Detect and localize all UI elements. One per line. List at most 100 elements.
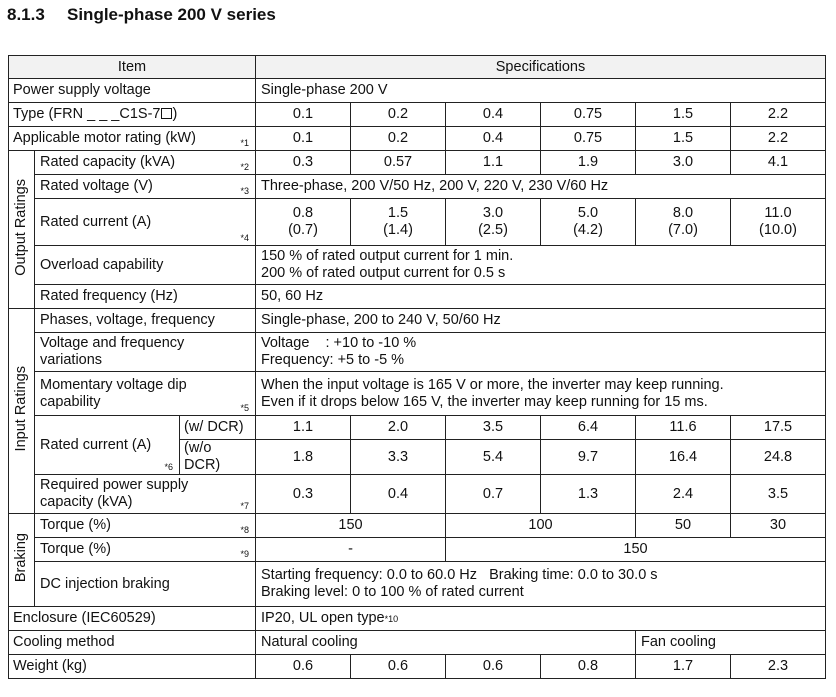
- row-value: 50, 60 Hz: [255, 284, 826, 309]
- row-value: When the input voltage is 165 V or more,…: [255, 371, 826, 416]
- text-line: variations: [40, 352, 103, 368]
- row-value: Fan cooling: [635, 630, 826, 655]
- spec-table: Item Specifications Power supply voltage…: [8, 55, 826, 679]
- table-cell: 1.1: [445, 150, 541, 175]
- text-line: Required power supply: [40, 477, 189, 493]
- table-row: Power supply voltage Single-phase 200 V: [8, 78, 826, 103]
- footnote-marker: *9: [240, 549, 249, 559]
- table-header-row: Item Specifications: [8, 55, 826, 79]
- table-cell: 5.0 (4.2): [540, 198, 636, 246]
- row-label: Enclosure (IEC60529): [8, 606, 256, 631]
- row-label: Weight (kg): [8, 654, 256, 679]
- table-cell: 0.3: [255, 474, 351, 514]
- current-value-alt: (10.0): [759, 222, 797, 238]
- table-row: Momentary voltage dip capability *5 When t…: [9, 371, 826, 416]
- table-row: Type (FRN _ _ _C1S-7) 0.1 0.2 0.4 0.75 1…: [8, 102, 826, 127]
- table-cell: 11.0 (10.0): [730, 198, 826, 246]
- row-label: Torque (%) *8: [34, 513, 256, 538]
- current-value: 1.5: [387, 205, 409, 221]
- table-row: Rated current (A) *6 (w/ DCR) 1.1 2.0 3.5…: [9, 415, 826, 475]
- table-cell: 0.75: [540, 102, 636, 127]
- section-number: 8.1.3: [7, 5, 45, 24]
- table-cell: 1.5: [635, 126, 731, 151]
- row-label: Torque (%) *9: [34, 537, 256, 562]
- table-cell: 3.0: [635, 150, 731, 175]
- table-cell: 17.5: [730, 415, 826, 440]
- row-label: Rated current (A) *4: [34, 198, 256, 246]
- table-cell: 3.3: [350, 439, 446, 475]
- table-cell: 150: [445, 537, 826, 562]
- table-row: Applicable motor rating (kW) *1 0.1 0.2 0…: [8, 126, 826, 151]
- table-cell: 1.7: [635, 654, 731, 679]
- group-label: Input Ratings: [13, 365, 29, 452]
- footnote-marker: *4: [240, 233, 249, 243]
- table-row: Weight (kg) 0.6 0.6 0.6 0.8 1.7 2.3: [8, 654, 826, 679]
- row-label: Rated capacity (kVA) *2: [34, 150, 256, 175]
- table-cell: 11.6: [635, 415, 731, 440]
- table-cell: 9.7: [540, 439, 636, 475]
- text-line: Voltage and frequency: [40, 335, 185, 351]
- table-cell: 0.4: [445, 102, 541, 127]
- row-value: Natural cooling: [255, 630, 636, 655]
- label-text: Torque (%): [40, 517, 111, 533]
- row-value: IP20, UL open type*10: [255, 606, 826, 631]
- table-cell: 1.3: [540, 474, 636, 514]
- table-cell: 0.57: [350, 150, 446, 175]
- text-line: Frequency: +5 to -5 %: [261, 352, 405, 368]
- table-cell: 2.2: [730, 102, 826, 127]
- table-cell: 8.0 (7.0): [635, 198, 731, 246]
- table-row: Torque (%) *9 - 150: [9, 537, 826, 562]
- table-cell: 0.2: [350, 126, 446, 151]
- row-label: Phases, voltage, frequency: [34, 308, 256, 333]
- table-cell: 2.0: [350, 415, 446, 440]
- table-cell: 0.6: [255, 654, 351, 679]
- group-label: Braking: [13, 532, 29, 583]
- table-row: Cooling method Natural cooling Fan cooli…: [8, 630, 826, 655]
- label-text: Torque (%): [40, 541, 111, 557]
- text-line: When the input voltage is 165 V or more,…: [261, 376, 724, 393]
- table-cell: 0.6: [445, 654, 541, 679]
- table-cell: 0.75: [540, 126, 636, 151]
- current-value: 8.0: [672, 205, 694, 221]
- current-value-alt: (4.2): [573, 222, 603, 238]
- row-label: Momentary voltage dip capability *5: [34, 371, 256, 416]
- text-line: 200 % of rated output current for 0.5 s: [261, 265, 506, 281]
- group-output-ratings: Output Ratings: [8, 150, 35, 309]
- current-value-alt: (2.5): [478, 222, 508, 238]
- table-row: Rated voltage (V) *3 Three-phase, 200 V/5…: [9, 174, 826, 199]
- table-row: Voltage and frequency variations Voltage …: [9, 332, 826, 372]
- label-text: Rated voltage (V): [40, 178, 153, 194]
- table-cell: 4.1: [730, 150, 826, 175]
- table-cell: 1.9: [540, 150, 636, 175]
- table-cell: 24.8: [730, 439, 826, 475]
- row-value: Voltage : +10 to -10 % Frequency: +5 to -…: [255, 332, 826, 372]
- footnote-marker: *2: [240, 162, 249, 172]
- table-row: (w/o DCR) 1.8 3.3 5.4 9.7 16.4 24.8: [9, 439, 826, 475]
- text-line: capacity (kVA): [40, 494, 133, 510]
- label-text: Rated current (A): [40, 213, 152, 230]
- label-text: Rated current (A): [40, 436, 152, 453]
- table-row: DC injection braking Starting frequency:…: [9, 561, 826, 607]
- row-label: Power supply voltage: [8, 78, 256, 103]
- text-line: Starting frequency: 0.0 to 60.0 Hz Braki…: [261, 567, 658, 583]
- row-label: DC injection braking: [34, 561, 256, 607]
- current-value: 3.0: [482, 205, 504, 221]
- text-line: Momentary voltage dip: [40, 376, 187, 393]
- square-placeholder-icon: [161, 108, 173, 119]
- group-input-ratings: Input Ratings: [8, 308, 35, 514]
- table-cell: 30: [730, 513, 826, 538]
- row-label: Rated frequency (Hz): [34, 284, 256, 309]
- footnote-marker: *1: [240, 138, 249, 148]
- table-cell: 1.5 (1.4): [350, 198, 446, 246]
- table-row: Input Ratings Phases, voltage, frequency…: [8, 308, 826, 514]
- text-line: capability: [40, 393, 101, 410]
- table-cell: 50: [635, 513, 731, 538]
- table-cell: 3.0 (2.5): [445, 198, 541, 246]
- text-line: Even if it drops below 165 V, the invert…: [261, 393, 708, 410]
- row-label: Overload capability: [34, 245, 256, 285]
- row-value: Three-phase, 200 V/50 Hz, 200 V, 220 V, …: [255, 174, 826, 199]
- row-label: Rated current (A) *6: [34, 415, 180, 475]
- table-cell: 6.4: [540, 415, 636, 440]
- table-cell: 0.7: [445, 474, 541, 514]
- table-row: Braking Torque (%) *8 150 100 50 30: [8, 513, 826, 607]
